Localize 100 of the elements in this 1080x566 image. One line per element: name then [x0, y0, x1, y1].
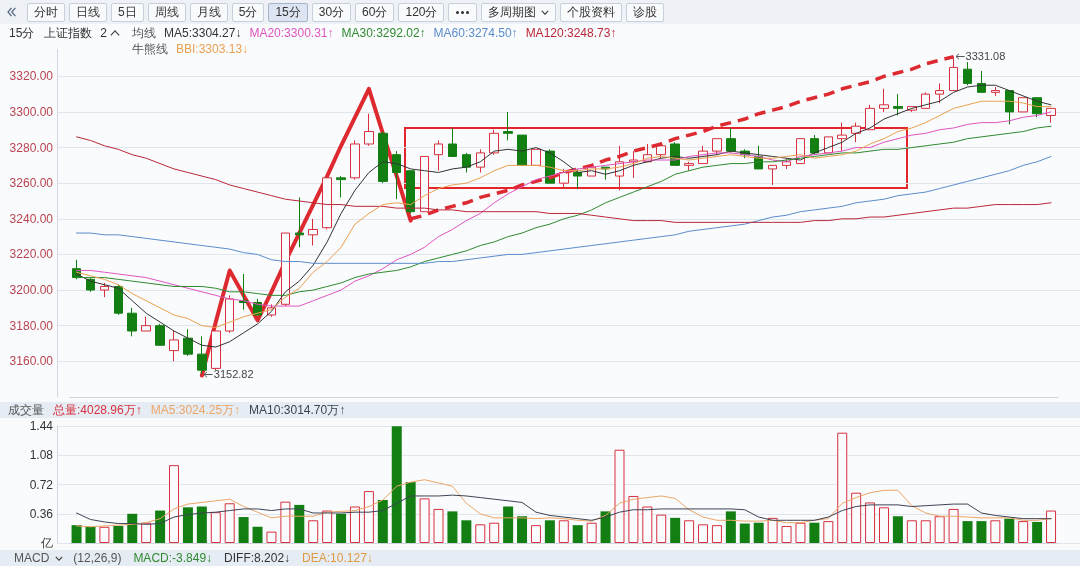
candlestick	[503, 111, 513, 141]
button[interactable]: 个股资料	[560, 2, 623, 22]
candlestick	[350, 139, 360, 181]
text: MA10:3014.70万↑	[249, 403, 346, 417]
bar	[517, 516, 528, 543]
button[interactable]: 5分	[231, 2, 265, 22]
y-tick-label: 0.72	[29, 477, 54, 492]
bar	[405, 482, 416, 543]
candlestick	[225, 294, 234, 334]
y-tick-label: 3300.00	[9, 104, 54, 119]
button[interactable]: 30分	[311, 2, 352, 22]
button[interactable]	[448, 2, 478, 22]
y-tick-label: 亿	[40, 536, 53, 550]
bar	[614, 449, 625, 543]
text: BBI:3303.13↓	[176, 42, 249, 56]
button[interactable]: 诊股	[626, 2, 665, 22]
button[interactable]: 多周期图	[481, 2, 557, 22]
candlestick	[281, 232, 290, 307]
bar	[85, 526, 96, 543]
y-tick-label: 1.08	[29, 448, 54, 463]
candlestick	[462, 152, 471, 173]
bar	[1032, 521, 1043, 543]
candlestick	[837, 122, 847, 152]
candlestick	[211, 330, 221, 371]
text: 15分	[9, 26, 35, 40]
candlestick	[768, 164, 777, 186]
candlestick	[851, 122, 861, 143]
text: (12,26,9)	[73, 551, 122, 565]
candlestick	[197, 335, 207, 375]
candlestick	[155, 323, 165, 346]
bar	[920, 520, 931, 543]
button[interactable]: 月线	[189, 2, 228, 22]
bar	[851, 492, 862, 543]
bar	[837, 432, 848, 543]
button[interactable]: 周线	[147, 2, 186, 22]
bar	[739, 523, 750, 543]
bar	[795, 522, 806, 543]
candlestick	[183, 328, 193, 357]
bar	[503, 506, 514, 543]
text: MA20:3300.31↑	[249, 26, 334, 40]
bar	[71, 525, 82, 543]
bar	[698, 524, 709, 543]
bar	[865, 502, 876, 543]
annotation: 牛熊线	[132, 42, 168, 56]
candlestick	[573, 168, 582, 190]
bar	[336, 513, 347, 543]
bar	[628, 495, 639, 543]
bar	[878, 507, 889, 543]
y-tick-label: 3280.00	[9, 140, 54, 155]
text: DEA:10.127↓	[302, 551, 373, 565]
candlestick	[991, 86, 1000, 97]
bar	[294, 504, 305, 543]
candlestick	[100, 282, 109, 298]
text: MA30:3292.02↑	[341, 26, 426, 40]
bar	[182, 507, 193, 543]
candlestick	[963, 61, 972, 86]
button[interactable]: 120分	[398, 2, 445, 22]
candlestick	[336, 175, 346, 198]
candlestick	[879, 88, 889, 113]
text: MA5:3304.27↓	[164, 26, 242, 40]
chart-title: 上证指数	[44, 26, 93, 40]
candlestick	[1046, 107, 1056, 124]
candlestick	[295, 196, 304, 248]
button[interactable]: 15分	[268, 2, 308, 22]
text: 2	[100, 26, 108, 40]
bar	[823, 521, 834, 543]
text: MA120:3248.73↑	[525, 26, 617, 40]
candlestick	[308, 218, 318, 247]
bar	[892, 516, 903, 543]
bar	[322, 510, 333, 543]
candlestick	[517, 134, 527, 166]
text: DIFF:8.202↓	[224, 551, 291, 565]
bar	[391, 426, 402, 543]
candlestick	[239, 273, 248, 311]
bar	[447, 511, 458, 543]
candlestick	[893, 93, 903, 116]
chart-title: 成交量	[8, 403, 44, 417]
button[interactable]: 分时	[27, 2, 65, 22]
bar	[349, 506, 360, 543]
candlestick	[169, 330, 179, 362]
bar	[725, 511, 736, 543]
legend-title: 均线	[132, 26, 157, 40]
bar	[948, 508, 959, 543]
line-series	[76, 155, 1052, 264]
y-tick-label: 1.44	[29, 419, 54, 434]
y-tick-label: 3180.00	[9, 318, 54, 333]
text: MACD	[14, 551, 50, 565]
bar	[1018, 521, 1029, 543]
candlestick	[364, 113, 374, 147]
bar	[990, 520, 1001, 543]
bar	[572, 525, 583, 543]
bar	[906, 520, 917, 543]
candlestick	[448, 127, 457, 157]
button[interactable]: 60分	[355, 2, 395, 22]
bar	[530, 525, 541, 543]
button[interactable]: 日线	[69, 2, 107, 22]
bar	[308, 520, 319, 543]
button[interactable]: 5日	[111, 2, 144, 22]
line-series	[76, 479, 1052, 528]
bar	[558, 520, 569, 543]
